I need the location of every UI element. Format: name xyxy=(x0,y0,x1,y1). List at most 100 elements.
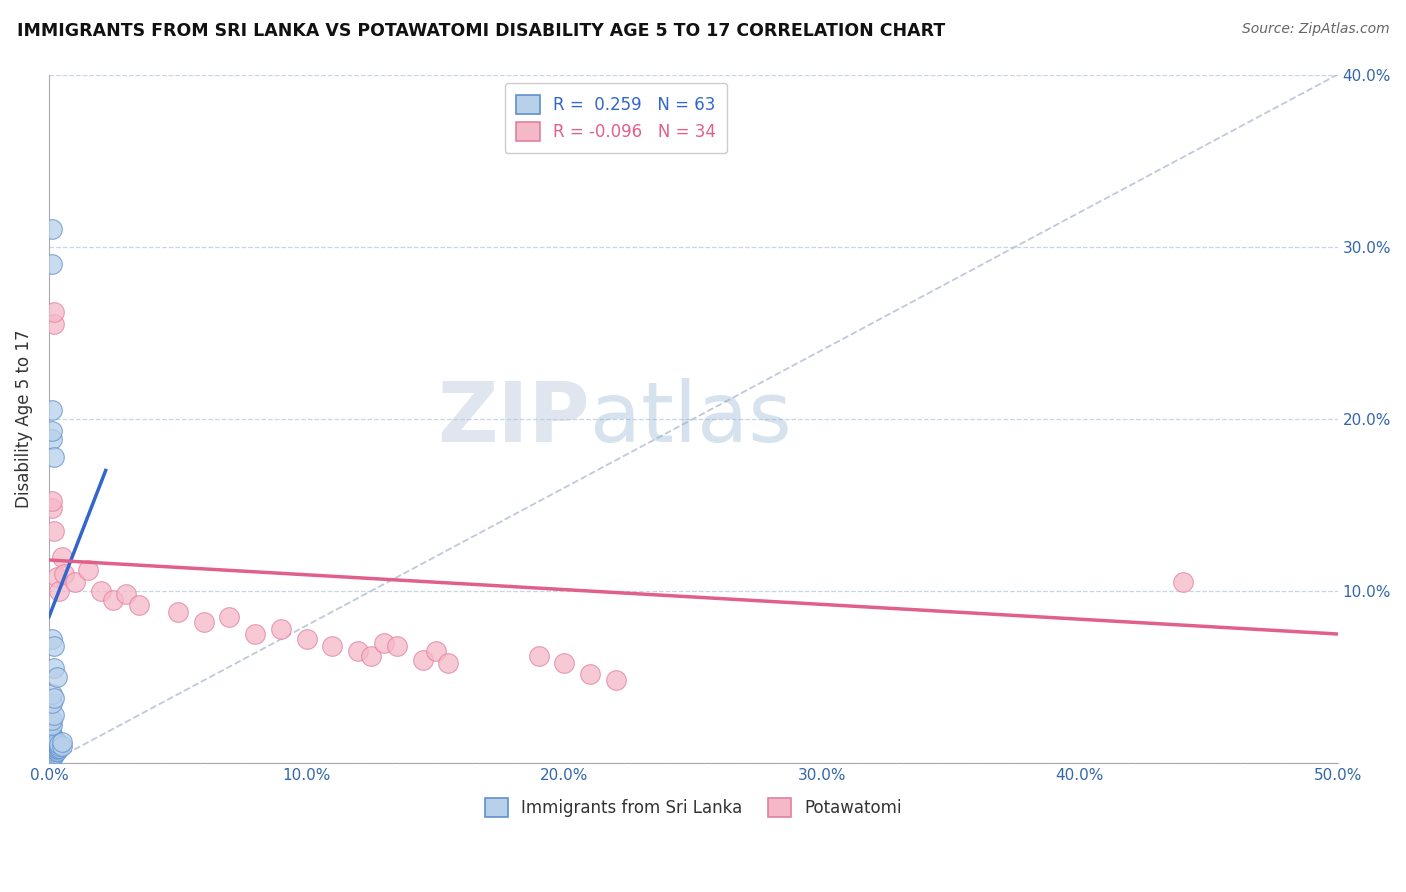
Point xyxy=(41,494,63,508)
Point xyxy=(41,632,63,647)
Point xyxy=(41,739,63,753)
Point xyxy=(41,749,63,764)
Point xyxy=(41,744,63,758)
Y-axis label: Disability Age 5 to 17: Disability Age 5 to 17 xyxy=(15,329,32,508)
Point xyxy=(385,639,408,653)
Point xyxy=(51,735,73,749)
Text: ZIP: ZIP xyxy=(437,378,591,459)
Point xyxy=(41,749,63,764)
Point xyxy=(41,713,63,727)
Point xyxy=(103,592,125,607)
Point xyxy=(42,742,65,756)
Point xyxy=(41,735,63,749)
Point xyxy=(41,751,63,765)
Point xyxy=(41,729,63,743)
Point xyxy=(41,731,63,745)
Point xyxy=(48,740,70,755)
Point xyxy=(42,317,65,331)
Point xyxy=(42,690,65,705)
Point xyxy=(41,433,63,447)
Point xyxy=(347,644,370,658)
Point xyxy=(41,403,63,417)
Point xyxy=(42,737,65,751)
Point xyxy=(193,615,215,629)
Point xyxy=(360,649,382,664)
Point xyxy=(41,733,63,747)
Point xyxy=(41,746,63,760)
Point xyxy=(373,635,395,649)
Point xyxy=(527,649,550,664)
Point xyxy=(41,742,63,756)
Point xyxy=(48,739,70,753)
Point xyxy=(76,563,98,577)
Point xyxy=(42,740,65,755)
Point xyxy=(41,739,63,753)
Point xyxy=(243,627,266,641)
Point xyxy=(51,739,73,753)
Point xyxy=(295,632,318,647)
Point xyxy=(41,740,63,755)
Point xyxy=(42,737,65,751)
Point xyxy=(41,747,63,762)
Point xyxy=(42,732,65,747)
Point xyxy=(42,305,65,319)
Text: atlas: atlas xyxy=(591,378,792,459)
Point xyxy=(41,746,63,760)
Point xyxy=(425,644,447,658)
Point xyxy=(42,707,65,722)
Point xyxy=(48,737,70,751)
Point xyxy=(41,424,63,438)
Point xyxy=(115,587,138,601)
Point xyxy=(63,575,86,590)
Point xyxy=(41,501,63,516)
Point xyxy=(45,739,67,753)
Point xyxy=(412,653,434,667)
Point xyxy=(41,744,63,758)
Point xyxy=(41,751,63,765)
Point xyxy=(41,737,63,751)
Point xyxy=(41,687,63,701)
Point xyxy=(553,657,575,671)
Point xyxy=(42,733,65,747)
Point xyxy=(45,744,67,758)
Point xyxy=(45,570,67,584)
Point xyxy=(42,739,65,753)
Point xyxy=(41,742,63,756)
Point xyxy=(605,673,627,688)
Point xyxy=(437,657,460,671)
Point xyxy=(1171,575,1194,590)
Point xyxy=(53,566,76,581)
Point xyxy=(42,746,65,760)
Point xyxy=(42,450,65,464)
Point xyxy=(41,257,63,271)
Point xyxy=(42,744,65,758)
Point xyxy=(41,747,63,762)
Point xyxy=(45,737,67,751)
Point xyxy=(579,666,602,681)
Text: IMMIGRANTS FROM SRI LANKA VS POTAWATOMI DISABILITY AGE 5 TO 17 CORRELATION CHART: IMMIGRANTS FROM SRI LANKA VS POTAWATOMI … xyxy=(17,22,945,40)
Point xyxy=(42,735,65,749)
Point xyxy=(89,584,111,599)
Point xyxy=(41,222,63,236)
Point xyxy=(45,670,67,684)
Point xyxy=(41,727,63,741)
Legend: Immigrants from Sri Lanka, Potawatomi: Immigrants from Sri Lanka, Potawatomi xyxy=(478,791,908,823)
Point xyxy=(41,744,63,758)
Text: Source: ZipAtlas.com: Source: ZipAtlas.com xyxy=(1241,22,1389,37)
Point xyxy=(41,740,63,755)
Point xyxy=(48,584,70,599)
Point xyxy=(42,747,65,762)
Point xyxy=(45,742,67,756)
Point xyxy=(51,549,73,564)
Point xyxy=(41,696,63,710)
Point xyxy=(42,742,65,756)
Point xyxy=(45,740,67,755)
Point xyxy=(42,639,65,653)
Point xyxy=(218,609,240,624)
Point xyxy=(321,639,343,653)
Point xyxy=(41,732,63,747)
Point xyxy=(41,718,63,732)
Point xyxy=(166,605,188,619)
Point xyxy=(45,735,67,749)
Point xyxy=(128,598,150,612)
